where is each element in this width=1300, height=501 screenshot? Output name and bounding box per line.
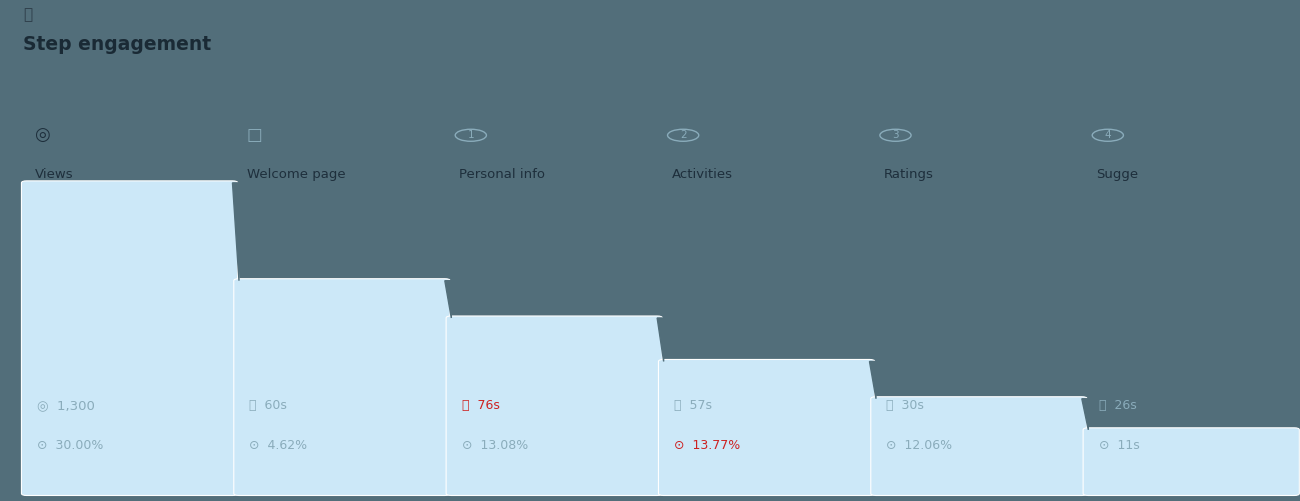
FancyBboxPatch shape: [446, 316, 663, 495]
Polygon shape: [658, 318, 663, 362]
Text: ⏱  26s: ⏱ 26s: [1098, 399, 1136, 412]
Text: ⏱  57s: ⏱ 57s: [673, 399, 712, 412]
Polygon shape: [233, 183, 239, 281]
Text: Ratings: Ratings: [884, 168, 933, 181]
Polygon shape: [870, 362, 876, 493]
Text: 3: 3: [892, 130, 898, 140]
Text: ⏱  76s: ⏱ 76s: [462, 399, 499, 412]
Text: 2: 2: [680, 130, 686, 140]
Text: ⊙  13.08%: ⊙ 13.08%: [462, 439, 528, 452]
FancyBboxPatch shape: [871, 397, 1087, 495]
Text: 1: 1: [468, 130, 474, 140]
Text: ⏱  30s: ⏱ 30s: [887, 399, 924, 412]
Text: Welcome page: Welcome page: [247, 168, 346, 181]
Polygon shape: [1082, 399, 1088, 493]
FancyBboxPatch shape: [1083, 428, 1300, 495]
Text: Personal info: Personal info: [459, 168, 545, 181]
FancyBboxPatch shape: [658, 360, 875, 495]
Text: ⊙  11s: ⊙ 11s: [1098, 439, 1140, 452]
Text: Step engagement: Step engagement: [23, 35, 212, 54]
Text: Views: Views: [34, 168, 73, 181]
Text: ⊙  12.06%: ⊙ 12.06%: [887, 439, 953, 452]
Text: Sugge: Sugge: [1096, 168, 1139, 181]
Text: 4: 4: [1105, 130, 1112, 140]
Text: ⏱  60s: ⏱ 60s: [250, 399, 287, 412]
Polygon shape: [233, 183, 239, 493]
FancyBboxPatch shape: [234, 279, 450, 495]
Polygon shape: [870, 362, 876, 399]
Text: ⊙  13.77%: ⊙ 13.77%: [673, 439, 740, 452]
Polygon shape: [658, 318, 663, 493]
Polygon shape: [1082, 399, 1088, 430]
Text: ◎: ◎: [34, 126, 51, 144]
Text: □: □: [247, 126, 263, 144]
Text: 📋: 📋: [23, 8, 32, 23]
Text: ⊙  4.62%: ⊙ 4.62%: [250, 439, 308, 452]
Polygon shape: [445, 281, 451, 318]
FancyBboxPatch shape: [21, 181, 238, 495]
Text: Activities: Activities: [671, 168, 732, 181]
Text: ⊙  30.00%: ⊙ 30.00%: [36, 439, 104, 452]
Text: ◎  1,300: ◎ 1,300: [36, 399, 95, 412]
Polygon shape: [445, 281, 451, 493]
